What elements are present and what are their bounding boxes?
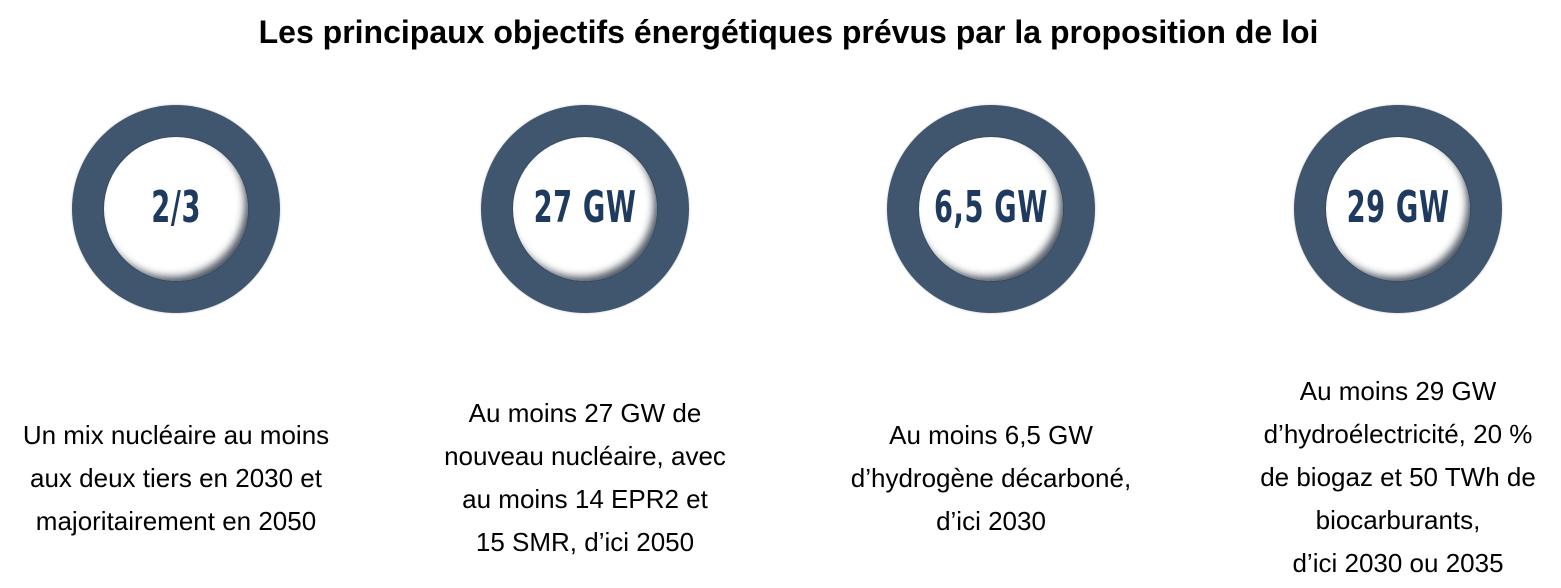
- value-ring: 2/3: [72, 105, 280, 313]
- description-line: biocarburants,: [1315, 505, 1481, 535]
- description-line: d’ici 2030: [936, 506, 1046, 536]
- objective-description: Un mix nucléaire au moins aux deux tiers…: [0, 414, 356, 543]
- value-ring: 27 GW: [481, 105, 689, 313]
- objective-value: 2/3: [151, 182, 201, 233]
- objective-description: Au moins 6,5 GW d’hydrogène décarboné, d…: [811, 414, 1171, 543]
- objective-value: 6,5 GW: [933, 182, 1049, 233]
- value-ring: 6,5 GW: [887, 105, 1095, 313]
- description-line: majoritairement en 2050: [35, 506, 317, 536]
- page-title: Les principaux objectifs énergétiques pr…: [258, 14, 1319, 50]
- objective-value: 29 GW: [1346, 182, 1450, 233]
- objective-description: Au moins 29 GW d’hydroélectricité, 20 % …: [1218, 370, 1561, 585]
- ring-center: 27 GW: [513, 137, 657, 281]
- description-line: d’hydroélectricité, 20 %: [1263, 419, 1533, 449]
- description-line: Au moins 6,5 GW: [889, 420, 1093, 450]
- description-line: 15 SMR, d’ici 2050: [475, 527, 695, 557]
- description-line: d’hydrogène décarboné,: [850, 463, 1132, 493]
- value-ring: 29 GW: [1294, 105, 1502, 313]
- description-line: nouveau nucléaire, avec: [444, 441, 726, 471]
- description-line: Au moins 29 GW: [1299, 376, 1497, 406]
- description-line: de biogaz et 50 TWh de: [1260, 462, 1536, 492]
- description-line: au moins 14 EPR2 et: [462, 484, 708, 514]
- objective-value: 27 GW: [533, 182, 637, 233]
- description-line: Un mix nucléaire au moins: [22, 420, 330, 450]
- ring-center: 29 GW: [1326, 137, 1470, 281]
- description-line: Au moins 27 GW de: [468, 398, 702, 428]
- ring-center: 6,5 GW: [919, 137, 1063, 281]
- ring-center: 2/3: [104, 137, 248, 281]
- objective-description: Au moins 27 GW de nouveau nucléaire, ave…: [405, 392, 765, 564]
- description-line: aux deux tiers en 2030 et: [30, 463, 322, 493]
- description-line: d’ici 2030 ou 2035: [1292, 548, 1504, 578]
